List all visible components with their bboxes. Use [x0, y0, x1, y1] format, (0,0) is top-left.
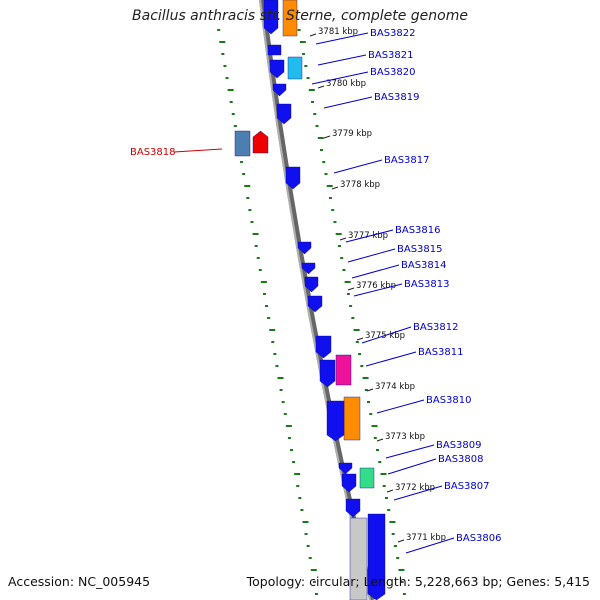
tick-layer: [217, 29, 406, 595]
gene-label: BAS3821: [368, 50, 414, 61]
gene-feature: [276, 103, 292, 125]
kbp-label: 3773 kbp: [385, 432, 425, 442]
gene-leader-line: [173, 148, 223, 153]
kbp-label: 3780 kbp: [326, 79, 366, 89]
gene-feature: [343, 396, 361, 441]
gene-label: BAS3813: [404, 279, 450, 290]
gene-feature: [319, 359, 336, 388]
gene-feature: [307, 295, 323, 313]
kbp-leader-line: [331, 186, 339, 190]
kbp-leader-line: [376, 438, 384, 442]
gene-label: BAS3820: [370, 67, 416, 78]
gene-leader-line: [405, 537, 455, 554]
kbp-label: 3779 kbp: [332, 129, 372, 139]
gene-feature: [349, 517, 368, 600]
gene-label: BAS3807: [444, 481, 490, 492]
kbp-leader-line: [386, 489, 394, 493]
backbone-highlight: [259, 0, 371, 600]
kbp-leader-line: [366, 388, 374, 392]
gene-leader-line: [353, 283, 403, 297]
gene-feature: [234, 130, 251, 157]
gene-label: BAS3819: [374, 92, 420, 103]
gene-leader-line: [347, 248, 396, 263]
gene-feature: [304, 276, 319, 293]
kbp-leader-line: [347, 287, 355, 291]
kbp-label: 3776 kbp: [356, 281, 396, 291]
gene-leader-line: [365, 351, 417, 367]
gene-feature: [272, 83, 287, 97]
gene-leader-line: [387, 458, 437, 475]
gene-leader-line: [351, 264, 400, 279]
kbp-label: 3771 kbp: [406, 533, 446, 543]
genome-summary-text: Topology: circular; Length: 5,228,663 bp…: [246, 574, 590, 589]
kbp-label: 3781 kbp: [318, 27, 358, 37]
gene-label: BAS3811: [418, 347, 464, 358]
gene-feature: [301, 262, 316, 275]
accession-text: Accession: NC_005945: [8, 574, 151, 589]
gene-label: BAS3822: [370, 28, 416, 39]
gene-label: BAS3818: [130, 147, 176, 158]
kbp-label: 3772 kbp: [395, 483, 435, 493]
gene-feature: [341, 473, 357, 493]
gene-label: BAS3817: [384, 155, 430, 166]
genome-title: Bacillus anthracis str. Sterne, complete…: [132, 8, 468, 24]
gene-label: BAS3816: [395, 225, 441, 236]
gene-leader-line: [323, 96, 373, 109]
kbp-label: 3778 kbp: [340, 180, 380, 190]
gene-leader-line: [317, 54, 367, 66]
gene-feature: [359, 467, 375, 489]
gene-label: BAS3806: [456, 533, 502, 544]
gene-feature: [252, 130, 269, 154]
gene-feature: [326, 400, 345, 442]
gene-feature: [263, 0, 279, 35]
gene-label: BAS3810: [426, 395, 472, 406]
gene-leader-line: [345, 229, 394, 243]
gene-leader-line: [311, 71, 369, 85]
gene-label: BAS3809: [436, 440, 482, 451]
kbp-leader-line: [317, 85, 325, 89]
kbp-leader-line: [339, 237, 347, 241]
kbp-leader-line: [356, 337, 364, 341]
gene-label: BAS3808: [438, 454, 484, 465]
gene-feature: [335, 354, 352, 386]
gene-label: BAS3812: [413, 322, 459, 333]
gene-feature: [269, 59, 285, 79]
gene-feature: [285, 166, 301, 190]
gene-feature: [315, 335, 332, 359]
feature-layer: [234, 0, 386, 600]
kbp-leader-line: [323, 135, 331, 139]
gene-leader-line: [315, 32, 369, 45]
gene-feature: [367, 513, 386, 600]
gene-feature: [287, 56, 303, 80]
kbp-label: 3774 kbp: [375, 382, 415, 392]
gene-feature: [297, 241, 312, 255]
kbp-leader-line: [397, 539, 405, 543]
kbp-leader-line: [309, 33, 317, 37]
gene-leader-line: [376, 399, 425, 414]
gene-label: BAS3815: [397, 244, 443, 255]
gene-feature: [345, 498, 361, 518]
gene-feature: [267, 44, 282, 56]
gene-leader-line: [361, 326, 412, 344]
gene-feature: [338, 462, 353, 475]
gene-leader-line: [385, 444, 435, 459]
gene-leader-line: [393, 485, 443, 501]
gene-label: BAS3814: [401, 260, 447, 271]
gene-feature: [282, 0, 298, 37]
gene-leader-line: [333, 159, 383, 174]
